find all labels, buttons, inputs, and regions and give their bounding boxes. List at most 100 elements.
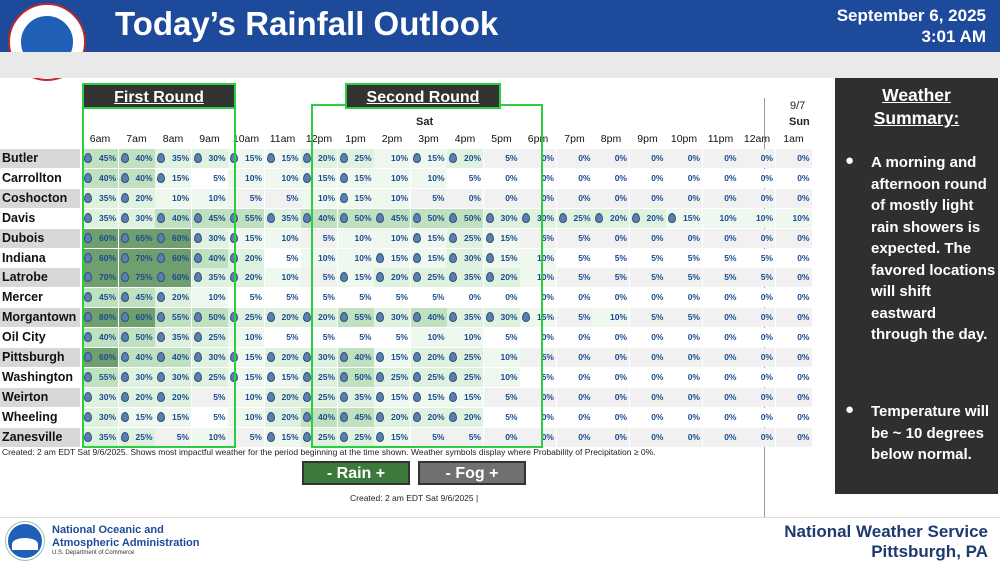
raindrop-icon <box>157 172 165 183</box>
pop-value: 35% <box>463 312 481 323</box>
pop-value: 0% <box>797 431 810 442</box>
pop-value: 5% <box>213 391 226 402</box>
pop-cell: 10% <box>337 248 374 268</box>
pop-value: 70% <box>135 252 153 263</box>
issue-datetime: September 6, 2025 3:01 AM <box>837 5 986 47</box>
pop-cell: 10% <box>374 228 410 248</box>
pop-value: 10% <box>354 252 372 263</box>
pop-value: 35% <box>463 272 481 283</box>
pop-value: 0% <box>614 431 627 442</box>
pop-cell: 20% <box>447 149 483 168</box>
raindrop-icon <box>339 352 348 362</box>
pop-value: 60% <box>98 352 116 362</box>
pop-value: 60% <box>171 232 189 243</box>
summary-title-line1: Weather <box>882 85 951 105</box>
created-note: Created: 2 am EDT Sat 9/6/2025. Shows mo… <box>2 447 656 457</box>
raindrop-icon <box>266 312 275 323</box>
pop-cell: 25% <box>447 367 483 387</box>
pop-value: 5% <box>359 332 372 343</box>
raindrop-icon <box>157 352 165 362</box>
pop-cell: 15% <box>410 248 447 268</box>
pop-value: 0% <box>541 172 554 183</box>
pop-value: 5% <box>578 312 591 323</box>
pop-cell: 0% <box>556 348 593 367</box>
pop-cell: 20% <box>447 407 483 427</box>
pop-value: 10% <box>171 192 189 203</box>
fog-toggle-button[interactable]: - Fog + <box>418 461 526 485</box>
raindrop-icon <box>120 232 129 243</box>
pop-cell: 0% <box>520 427 556 447</box>
raindrop-icon <box>120 352 129 362</box>
pop-value: 5% <box>395 292 408 303</box>
pop-cell: 0% <box>593 387 629 407</box>
raindrop-icon <box>449 312 457 323</box>
raindrop-icon <box>84 272 92 283</box>
raindrop-icon <box>120 272 129 283</box>
raindrop-icon <box>84 332 92 343</box>
pop-cell: 0% <box>629 328 666 348</box>
pop-cell: 10% <box>228 407 264 427</box>
second-round-box <box>311 104 543 448</box>
pop-value: 5% <box>395 332 408 343</box>
pop-value: 5% <box>541 352 554 362</box>
pop-cell: 0% <box>556 149 593 168</box>
pop-cell: 0% <box>702 407 739 427</box>
raindrop-icon <box>120 312 129 323</box>
pop-value: 10% <box>317 192 335 203</box>
pop-value: 0% <box>797 172 810 183</box>
pop-value: 0% <box>468 192 481 203</box>
raindrop-icon <box>120 212 129 223</box>
pop-value: 25% <box>463 352 481 362</box>
pop-value: 0% <box>687 232 700 243</box>
pop-value: 10% <box>792 212 810 223</box>
pop-value: 5% <box>760 272 773 283</box>
pop-cell: 5% <box>301 268 337 288</box>
pop-value: 10% <box>281 272 299 283</box>
location-label: Dubois <box>0 228 80 248</box>
pop-cell: 0% <box>447 288 483 308</box>
pop-cell: 20% <box>374 407 410 427</box>
hour-label: 8pm <box>600 133 622 145</box>
pop-value: 25% <box>463 371 481 382</box>
pop-cell: 20% <box>118 188 155 208</box>
pop-value: 30% <box>500 212 518 223</box>
raindrop-icon <box>157 232 165 243</box>
pop-value: 10% <box>500 371 518 382</box>
pop-cell: 0% <box>739 188 775 208</box>
pop-cell: 0% <box>629 168 666 188</box>
pop-value: 40% <box>135 352 153 362</box>
pop-cell: 5% <box>556 248 593 268</box>
pop-cell: 20% <box>301 308 337 328</box>
pop-value: 25% <box>244 312 262 323</box>
first-round-label: First Round <box>82 83 236 109</box>
raindrop-icon <box>120 391 129 402</box>
pop-cell: 5% <box>228 288 264 308</box>
pop-value: 25% <box>317 391 335 402</box>
pop-cell: 0% <box>593 367 629 387</box>
raindrop-icon <box>266 411 275 422</box>
location-label: Davis <box>0 208 80 228</box>
pop-cell: 60% <box>82 348 118 367</box>
raindrop-icon <box>558 212 567 223</box>
pop-cell: 0% <box>775 427 812 447</box>
pop-value: 10% <box>244 332 262 343</box>
pop-value: 20% <box>135 192 153 203</box>
raindrop-icon <box>412 212 421 223</box>
pop-cell: 25% <box>410 268 447 288</box>
pop-cell: 0% <box>775 268 812 288</box>
pop-cell: 0% <box>775 348 812 367</box>
rain-toggle-button[interactable]: - Rain + <box>302 461 410 485</box>
pop-value: 20% <box>317 312 335 323</box>
pop-value: 0% <box>541 411 554 422</box>
raindrop-icon <box>303 212 311 223</box>
pop-value: 25% <box>354 153 372 163</box>
agency-line1: National Oceanic and <box>52 524 164 536</box>
office-line2: Pittsburgh, PA <box>871 542 988 561</box>
pop-value: 45% <box>354 411 372 422</box>
location-label: Coshocton <box>0 188 80 208</box>
pop-value: 0% <box>651 292 664 303</box>
pop-cell: 35% <box>82 188 118 208</box>
raindrop-icon <box>157 212 165 223</box>
pop-value: 0% <box>760 431 773 442</box>
pop-cell: 0% <box>593 228 629 248</box>
